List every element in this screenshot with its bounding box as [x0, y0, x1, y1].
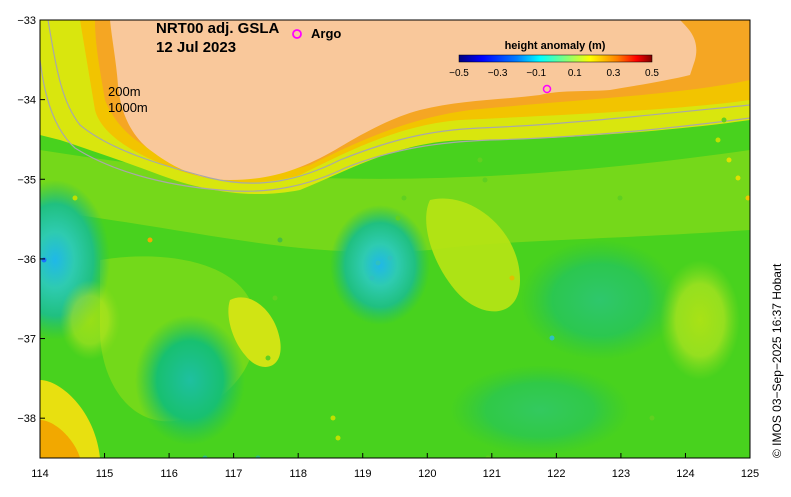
x-tick-label: 115: [96, 468, 114, 480]
map-title-line1: NRT00 adj. GSLA: [156, 20, 280, 37]
y-tick-label: −35: [17, 174, 36, 186]
isobath-200m: [47, 20, 750, 184]
argo-floats: [542, 84, 552, 94]
colorbar-tick-label: −0.1: [526, 68, 546, 79]
colorbar-tick-label: 0.5: [645, 68, 659, 79]
x-tick-label: 116: [160, 468, 178, 480]
credit-text: © IMOS 03−Sep−2025 16:37 Hobart: [770, 263, 784, 458]
altimeter-points: [41, 117, 750, 458]
x-tick-label: 124: [676, 468, 694, 480]
y-tick-label: −38: [17, 413, 36, 425]
colorbar-tick-label: 0.1: [568, 68, 582, 79]
x-tick-label: 117: [225, 468, 243, 480]
y-tick-label: −33: [17, 15, 36, 27]
contour-label-200m: 200m: [108, 84, 141, 99]
colorbar-tick-label: −0.3: [488, 68, 508, 79]
map-title-line2: 12 Jul 2023: [156, 39, 236, 56]
colorbar-title: height anomaly (m): [505, 40, 606, 52]
x-tick-label: 125: [741, 468, 759, 480]
x-tick-label: 119: [354, 468, 372, 480]
colorbar-tick-label: −0.5: [449, 68, 469, 79]
y-tick-label: −37: [17, 334, 36, 346]
x-tick-label: 123: [612, 468, 630, 480]
isobath-1000m: [40, 59, 750, 192]
y-tick-label: −34: [17, 95, 36, 107]
x-tick-label: 120: [418, 468, 436, 480]
argo-legend-icon: [292, 29, 302, 39]
contour-label-1000m: 1000m: [108, 100, 148, 115]
sea-level-field: [40, 20, 750, 458]
colorbar-tick-label: 0.3: [606, 68, 620, 79]
x-tick-label: 121: [483, 468, 501, 480]
plot-frame: [39, 19, 751, 459]
colorbar-ramp: [458, 54, 653, 63]
y-axis: −33 −34 −35 −36 −37 −38: [17, 15, 45, 425]
x-axis: 114 115 116 117 118 119 120 121 122 123 124 125: [31, 453, 759, 480]
x-tick-label: 114: [31, 468, 49, 480]
argo-legend-label: Argo: [311, 26, 341, 41]
y-tick-label: −36: [17, 254, 36, 266]
colorbar-ticks: −0.5 −0.3 −0.1 0.1 0.3 0.5: [449, 68, 659, 79]
colorbar: height anomaly (m) −0.5 −0.3 −0.1 0.1 0.3 0.5: [449, 40, 659, 79]
x-tick-label: 122: [547, 468, 565, 480]
x-tick-label: 118: [289, 468, 307, 480]
